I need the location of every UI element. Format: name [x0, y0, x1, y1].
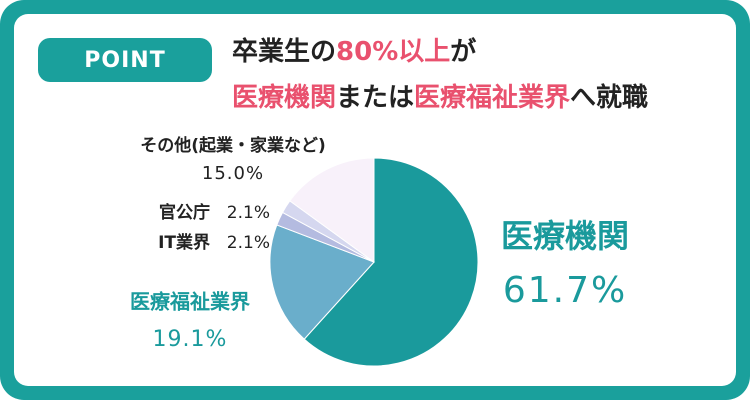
slice-label: その他(起業・家業など) — [140, 135, 326, 156]
headline-part: へ就職 — [570, 83, 648, 113]
pie-slice — [269, 224, 375, 340]
slice-value: 2.1% — [227, 203, 270, 223]
headline-line: 卒業生の80%以上が — [232, 36, 476, 67]
slice-value: 61.7% — [503, 270, 627, 311]
slice-label: 官公庁 — [159, 202, 210, 223]
slice-label: IT業界 — [158, 232, 210, 253]
headline-part: 80%以上 — [336, 37, 450, 67]
headline-part: 医療福祉業界 — [414, 83, 570, 113]
headline-part: 医療機関 — [232, 83, 336, 113]
headline-part: または — [336, 83, 414, 113]
badge: POINT — [84, 48, 165, 73]
headline-part: が — [450, 36, 476, 67]
headline-line: 医療機関または医療福祉業界へ就職 — [232, 83, 648, 113]
slice-label: 医療機関 — [501, 217, 629, 255]
pie-slice — [289, 157, 375, 263]
headline-part: 卒業生の — [232, 36, 336, 67]
badge-bg — [38, 38, 212, 82]
pie-slice — [303, 157, 479, 367]
slice-label: 医療福祉業界 — [130, 290, 250, 314]
slice-value: 2.1% — [227, 233, 270, 253]
slice-value: 15.0% — [202, 163, 264, 184]
slice-value: 19.1% — [153, 327, 228, 352]
pie — [269, 157, 479, 367]
